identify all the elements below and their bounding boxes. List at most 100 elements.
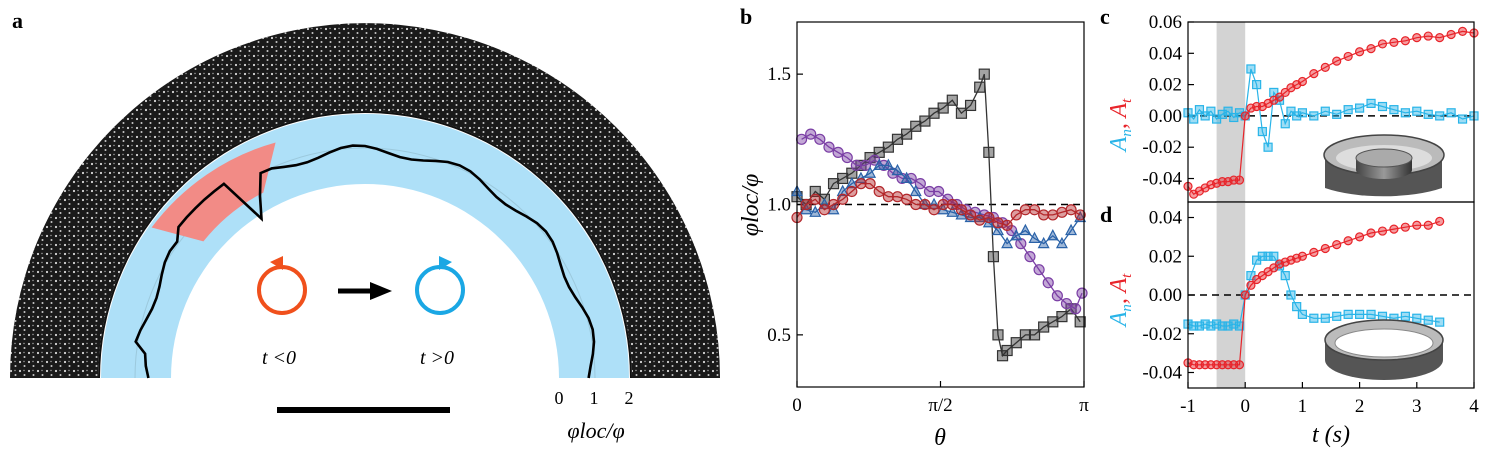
c-series-An-point	[1435, 111, 1445, 121]
d-series-An-point	[1223, 321, 1233, 331]
c-series-At-point	[1240, 111, 1250, 121]
b-series-blue-point	[1019, 223, 1032, 236]
d-series-At-point	[1400, 222, 1410, 232]
d-series-An-point	[1217, 321, 1227, 331]
c-series-At-point	[1332, 56, 1342, 66]
b-series-red-point	[1019, 204, 1031, 216]
c-series-An-point	[1229, 112, 1239, 123]
b-series-red-point	[855, 178, 867, 190]
b-series-red-point	[882, 191, 894, 203]
c-series-An-point	[1200, 111, 1210, 121]
c-ytick-label: 0.04	[1149, 43, 1183, 64]
c-series-An-point	[1366, 98, 1376, 108]
particle-texture	[10, 23, 720, 378]
panel-b: b 0 π/2 π 0.5 1.0 1.5 θ φloc/φ	[738, 4, 1089, 450]
b-series-blue-point	[909, 184, 922, 197]
b-series-gray-point	[1019, 329, 1031, 341]
b-series-purple-point	[805, 128, 817, 140]
d-series-At-point	[1320, 243, 1330, 254]
b-series-purple-point	[795, 133, 808, 145]
b-series-blue-point	[928, 197, 941, 210]
d-series-At-point	[1297, 251, 1308, 261]
b-series-red-point	[919, 198, 931, 211]
c-series-An-point	[1189, 114, 1199, 124]
d-series-An-point	[1229, 319, 1239, 329]
b-series-gray-point	[882, 141, 894, 153]
b-series-gray-point	[937, 102, 949, 114]
c-series-At-point	[1377, 39, 1388, 49]
b-series-gray-point	[1010, 337, 1022, 349]
panel-d-frame	[1187, 201, 1475, 389]
c-series-An-point	[1257, 126, 1267, 137]
b-series-red-point	[864, 178, 876, 190]
b-series-red-point	[800, 198, 812, 211]
c-series-An-point	[1320, 106, 1330, 116]
panel-a: a t <0 t >0 0 1 2 φloc/φ	[10, 8, 720, 443]
scale-tick-0: 0	[555, 388, 564, 408]
b-series-purple-point	[923, 185, 936, 198]
b-series-red-point	[946, 198, 958, 211]
b-series-purple-point	[932, 185, 945, 198]
b-series-blue-point	[873, 158, 886, 170]
c-series-At-point	[1423, 31, 1433, 41]
c-series-At-point	[1343, 51, 1353, 62]
b-series-gray-point	[1001, 344, 1013, 357]
d-series-An-point	[1400, 311, 1410, 321]
b-xtick-label: π	[1079, 395, 1089, 416]
b-series-purple-point	[1042, 277, 1054, 289]
b-series-red-point	[1001, 219, 1013, 231]
inner-cylinder-illustration	[1323, 134, 1445, 197]
b-series-gray-point	[983, 146, 995, 158]
b-ytick-label: 1.0	[767, 195, 791, 216]
b-series-blue-point	[900, 171, 913, 184]
scale-tick-1: 1	[590, 388, 599, 408]
d-series-An-point	[1257, 251, 1267, 261]
b-series-purple-point	[850, 159, 862, 171]
d-series-An-point	[1332, 311, 1342, 321]
c-series-An-point	[1292, 111, 1302, 121]
d-ytick-label: 0.00	[1149, 285, 1182, 306]
c-series-At-point	[1435, 33, 1445, 43]
c-series-At-point	[1457, 26, 1468, 36]
b-series-blue-point	[1055, 236, 1068, 249]
d-series-An-point	[1292, 302, 1302, 312]
d-series-An-point	[1377, 311, 1388, 321]
c-series-At-point	[1389, 37, 1399, 47]
b-series-purple-point	[823, 141, 835, 153]
d-series-At-point	[1435, 216, 1445, 226]
c-series-An-point	[1217, 109, 1227, 119]
d-series-At-point	[1377, 226, 1388, 236]
b-series-red-point	[873, 185, 885, 198]
b-series-gray-point	[992, 329, 1004, 341]
d-series-At-point	[1332, 240, 1342, 250]
c-series-At-point	[1297, 76, 1308, 87]
d-series-An-point	[1354, 309, 1365, 319]
d-series-An-point	[1189, 321, 1199, 331]
panel-c-letter: c	[1100, 4, 1110, 29]
ccw-rotation-icon	[257, 256, 307, 315]
arrow-right-icon	[338, 282, 392, 300]
b-series-gray-line	[796, 73, 1081, 358]
c-series-An-point	[1280, 119, 1290, 129]
d-ytick-label: -0.02	[1142, 324, 1182, 345]
d-xtick-label: 2	[1355, 396, 1365, 417]
panel-d: d -1 0 1 2 3 4 0.04 0.02 0.00 -0.02 -0.04 t (s) An…	[1100, 201, 1479, 448]
b-series-gray-point	[1028, 329, 1041, 341]
b-series-gray-point	[919, 115, 931, 127]
d-series-An-point	[1286, 290, 1296, 300]
panel-d-xlabel: t (s)	[1312, 422, 1350, 448]
b-series-blue-point	[864, 166, 877, 178]
c-series-At-point	[1446, 29, 1456, 40]
c-series-An-point	[1343, 105, 1353, 115]
b-series-red-point	[955, 204, 968, 216]
panel-a-letter: a	[12, 8, 23, 33]
d-series-At-point	[1354, 232, 1365, 242]
d-series-At-point	[1389, 224, 1399, 234]
d-series-An-point	[1200, 319, 1210, 329]
b-ytick-label: 1.5	[767, 64, 791, 85]
d-series-An-point	[1320, 313, 1330, 323]
d-ytick-label: -0.04	[1142, 363, 1182, 384]
b-series-gray-point	[1047, 316, 1059, 328]
c-series-At-point	[1366, 44, 1376, 54]
b-series-red-point	[1056, 206, 1068, 218]
